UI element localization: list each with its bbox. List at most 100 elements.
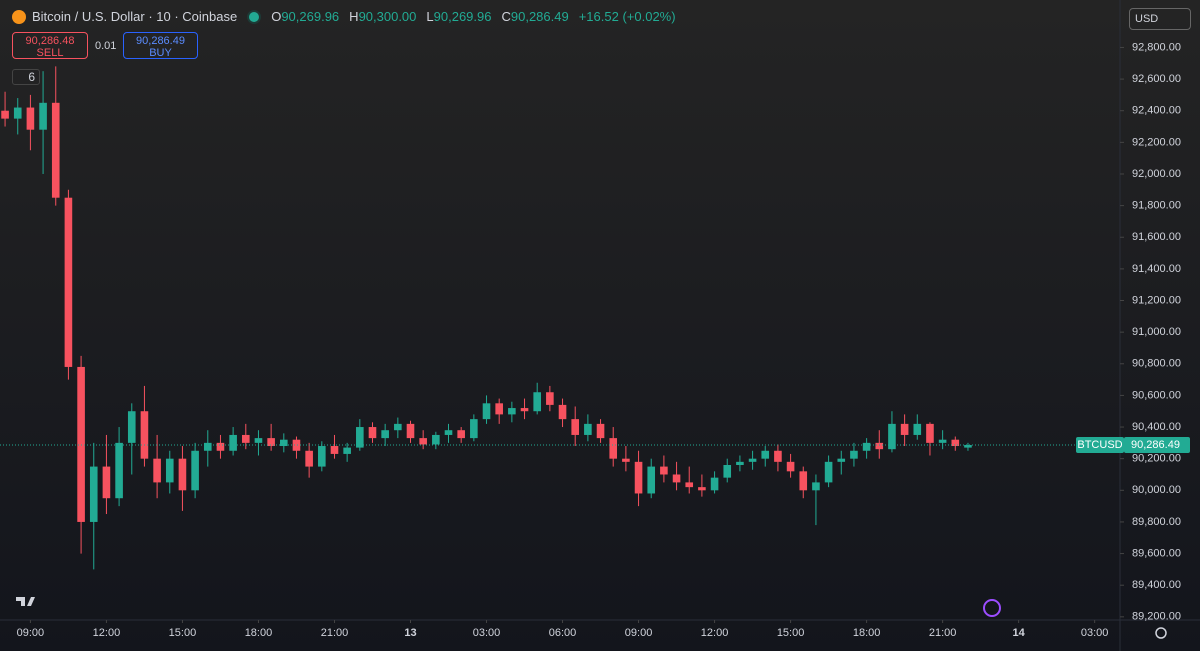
y-tick-label: 90,600.00 — [1132, 389, 1181, 401]
y-tick-label: 92,600.00 — [1132, 73, 1181, 85]
x-tick-label: 18:00 — [245, 627, 273, 639]
x-tick-label: 09:00 — [17, 627, 45, 639]
candle-body — [596, 423, 605, 439]
candle-body — [419, 438, 427, 445]
candle-body — [482, 403, 491, 420]
candle-body — [761, 450, 770, 459]
ohlc-value: 90,269.96 — [281, 9, 340, 24]
ohlc-key: L — [426, 9, 434, 24]
candle-body — [850, 450, 858, 459]
ohlc-key: C — [501, 9, 511, 24]
candle-body — [571, 419, 580, 435]
candle-body — [558, 404, 567, 420]
legend-header: Bitcoin / U.S. Dollar · 10 · Coinbase O9… — [12, 9, 680, 24]
candle-body — [723, 465, 732, 478]
candle-body — [381, 430, 389, 439]
candle-body — [89, 466, 98, 522]
candle-body — [698, 487, 706, 491]
candle-body — [634, 461, 643, 494]
y-tick-label: 91,200.00 — [1132, 294, 1181, 306]
candle-body — [343, 447, 351, 454]
x-tick-label: 12:00 — [93, 627, 121, 639]
candle-body — [875, 442, 884, 450]
candle-body — [913, 423, 922, 435]
candle-body — [812, 482, 820, 491]
candle-body — [824, 461, 833, 483]
candle-body — [685, 482, 694, 488]
candle-body — [432, 434, 440, 445]
candle-body — [457, 430, 465, 439]
candle-body — [520, 408, 529, 412]
indicators-toggle[interactable]: 6 — [12, 69, 40, 85]
y-tick-label: 91,400.00 — [1132, 263, 1181, 275]
spread: 0.01 — [95, 40, 117, 52]
ohlc-key: H — [349, 9, 359, 24]
x-tick-label: 06:00 — [549, 627, 577, 639]
buy-label: BUY — [149, 47, 172, 59]
sell-price: 90,286.48 — [25, 35, 75, 47]
sell-button[interactable]: 90,286.48 SELL — [12, 32, 88, 59]
y-tick-label: 91,000.00 — [1132, 326, 1181, 338]
candle-body — [115, 442, 123, 499]
last-price-label: 90,286.49 — [1131, 439, 1180, 451]
candle-body — [318, 446, 326, 467]
tv-logo — [16, 597, 35, 606]
y-tick-label: 91,600.00 — [1132, 231, 1181, 243]
x-tick-label: 15:00 — [777, 627, 805, 639]
candle-body — [203, 442, 212, 451]
candle-body — [39, 102, 47, 130]
settings-icon — [1155, 627, 1167, 639]
candle-body — [165, 458, 174, 483]
symbol-tag: BTCUSD — [1077, 439, 1122, 451]
candle-body — [786, 461, 795, 472]
y-tick-label: 89,600.00 — [1132, 547, 1181, 559]
y-tick-label: 90,200.00 — [1132, 453, 1181, 465]
y-tick-label: 92,400.00 — [1132, 105, 1181, 117]
candle-body — [178, 458, 187, 491]
candle-body — [470, 419, 478, 439]
y-tick-label: 90,400.00 — [1132, 421, 1181, 433]
candle-body — [508, 408, 516, 415]
candle-body — [241, 434, 250, 443]
y-tick-label: 92,800.00 — [1132, 41, 1181, 53]
x-tick-label: 15:00 — [169, 627, 197, 639]
buy-button[interactable]: 90,286.49 BUY — [123, 32, 198, 59]
candle-body — [622, 458, 630, 462]
y-tick-label: 92,000.00 — [1132, 168, 1181, 180]
candle-body — [444, 430, 453, 435]
ohlc-value: 90,300.00 — [358, 9, 417, 24]
candle-body — [533, 392, 541, 412]
currency-button[interactable]: USD — [1129, 8, 1191, 30]
candle-body — [229, 434, 237, 451]
candle-body — [584, 423, 592, 435]
y-tick-label: 89,800.00 — [1132, 516, 1181, 528]
x-tick-label: 14 — [1013, 627, 1026, 639]
status-dot — [247, 9, 262, 24]
candle-body — [926, 423, 934, 443]
coin-icon — [12, 9, 26, 24]
change: +16.52 (+0.02%) — [578, 9, 676, 24]
candle-body — [102, 466, 111, 499]
candle-body — [888, 423, 896, 450]
ohlc-value: 90,269.96 — [433, 9, 492, 24]
candle-body — [799, 471, 808, 491]
candle-body — [330, 446, 339, 454]
candle-body — [647, 466, 656, 494]
symbol-title[interactable]: Bitcoin / U.S. Dollar · 10 · Coinbase — [32, 9, 238, 24]
candle-body — [191, 450, 199, 491]
candle-body — [406, 423, 415, 439]
candle-body — [356, 427, 364, 448]
candle-body — [837, 458, 846, 462]
candle-body — [900, 423, 909, 435]
candle-body — [710, 477, 719, 491]
candle-body — [495, 403, 503, 415]
candle-body — [368, 427, 377, 439]
candle-body — [77, 366, 85, 522]
x-tick-label: 13 — [404, 627, 416, 639]
y-tick-label: 92,200.00 — [1132, 136, 1181, 148]
y-tick-label: 89,200.00 — [1132, 611, 1181, 623]
candle-body — [774, 450, 782, 462]
candle-body — [660, 466, 668, 475]
